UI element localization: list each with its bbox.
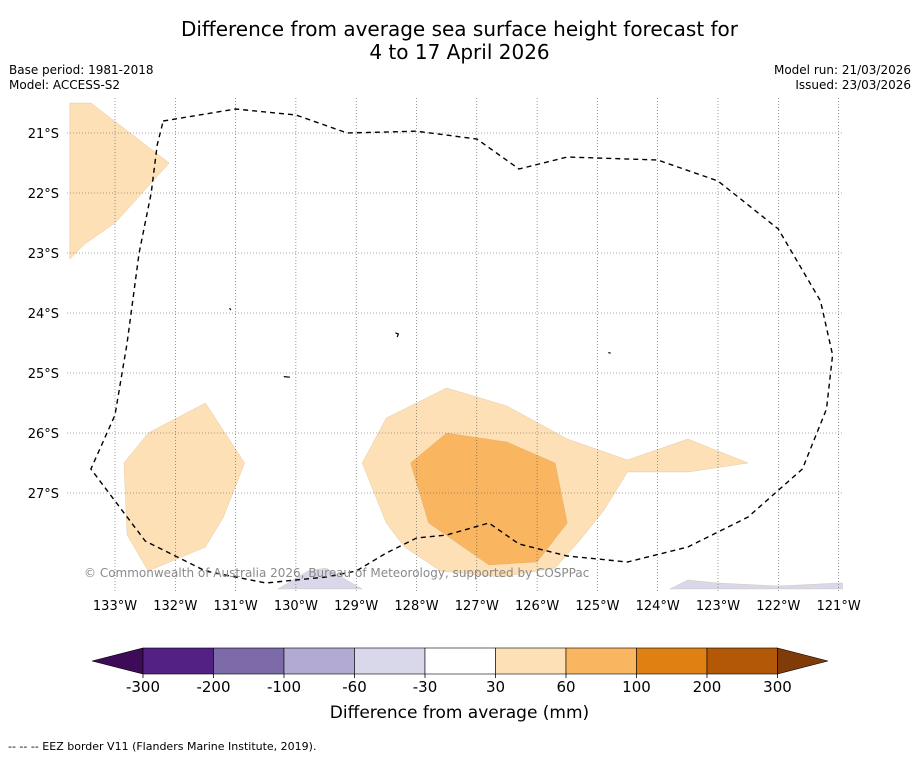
colorbar-tick-label: -100 (267, 678, 301, 696)
colorbar-upper-extension (777, 647, 829, 675)
latitude-tick-label: 27°S (28, 487, 59, 502)
anomaly-regions (69, 102, 843, 590)
latitude-labels: 21°S 22°S 23°S 24°S 25°S 26°S 27°S (28, 127, 59, 502)
chart-title: Difference from average sea surface heig… (0, 18, 919, 64)
longitude-tick-label: 126°W (515, 599, 559, 614)
longitude-labels: 133°W 132°W 131°W 130°W 129°W 128°W 127°W 126°W… (93, 599, 861, 614)
northwest-positive-area (69, 102, 170, 260)
longitude-tick-label: 130°W (274, 599, 318, 614)
island-2 (395, 332, 400, 338)
title-line-1: Difference from average sea surface heig… (180, 17, 739, 41)
graticule (67, 98, 843, 591)
southeast-negative-area (669, 579, 843, 590)
model-run: Model run: 21/03/2026 (773, 63, 911, 77)
meta-left: Base period: 1981-2018 Model: ACCESS-S2 (9, 63, 154, 93)
colorbar-tick-label: 300 (763, 678, 792, 696)
meta-right: Model run: 21/03/2026 Issued: 23/03/2026 (774, 63, 911, 93)
latitude-tick-label: 22°S (28, 187, 59, 202)
south-negative-area (277, 567, 363, 590)
eez-border-layer (90, 108, 834, 584)
eez-footnote: -- -- -- EEZ border V11 (Flanders Marine… (8, 740, 317, 753)
longitude-tick-label: 123°W (696, 599, 740, 614)
colorbar-tick-label: 200 (693, 678, 722, 696)
latitude-tick-label: 23°S (28, 247, 59, 262)
base-period: Base period: 1981-2018 (9, 63, 154, 77)
colorbar-tick-label: 100 (622, 678, 651, 696)
colorbar-segment (565, 647, 637, 675)
longitude-tick-label: 127°W (455, 599, 499, 614)
colorbar-tick-label: -60 (342, 678, 367, 696)
colorbar-segment (142, 647, 214, 675)
colorbar-segment (706, 647, 778, 675)
colorbar-segment (636, 647, 708, 675)
longitude-tick-label: 128°W (394, 599, 438, 614)
model-name: Model: ACCESS-S2 (9, 78, 121, 92)
longitude-tick-label: 121°W (817, 599, 861, 614)
colorbar-label: Difference from average (mm) (329, 703, 590, 723)
island-3 (608, 352, 611, 354)
colorbar-tick-label: -30 (413, 678, 438, 696)
latitude-tick-label: 25°S (28, 367, 59, 382)
longitude-tick-label: 122°W (756, 599, 800, 614)
longitude-tick-label: 129°W (334, 599, 378, 614)
colorbar-segment (354, 647, 426, 675)
map-figure: © Commonwealth of Australia 2026, Bureau… (28, 98, 861, 696)
latitude-tick-label: 24°S (28, 307, 59, 322)
southwest-positive-area (123, 402, 245, 572)
longitude-tick-label: 133°W (93, 599, 137, 614)
colorbar-tick-labels: -300 -200 -100 -60 -30 30 60 100 200 300 (126, 674, 792, 696)
colorbar-lower-extension (91, 647, 144, 675)
colorbar-tick-label: 60 (556, 678, 575, 696)
longitude-tick-label: 131°W (214, 599, 258, 614)
colorbar-tick-label: -300 (126, 678, 160, 696)
colorbar (91, 647, 829, 675)
islands-layer (229, 307, 611, 378)
colorbar-segment (424, 647, 496, 675)
longitude-tick-label: 124°W (636, 599, 680, 614)
island-1 (229, 307, 232, 311)
colorbar-tick-label: -200 (196, 678, 230, 696)
colorbar-segment (495, 647, 567, 675)
copyright-notice: © Commonwealth of Australia 2026, Bureau… (84, 566, 589, 580)
eez-border-line (90, 108, 834, 584)
colorbar-segment (283, 647, 355, 675)
longitude-tick-label: 132°W (153, 599, 197, 614)
latitude-tick-label: 26°S (28, 427, 59, 442)
colorbar-segment (213, 647, 285, 675)
island-4 (283, 376, 290, 378)
colorbar-tick-label: 30 (486, 678, 505, 696)
title-line-2: 4 to 17 April 2026 (369, 40, 550, 64)
issued-date: Issued: 23/03/2026 (795, 78, 911, 92)
latitude-tick-label: 21°S (28, 127, 59, 142)
longitude-tick-label: 125°W (575, 599, 619, 614)
